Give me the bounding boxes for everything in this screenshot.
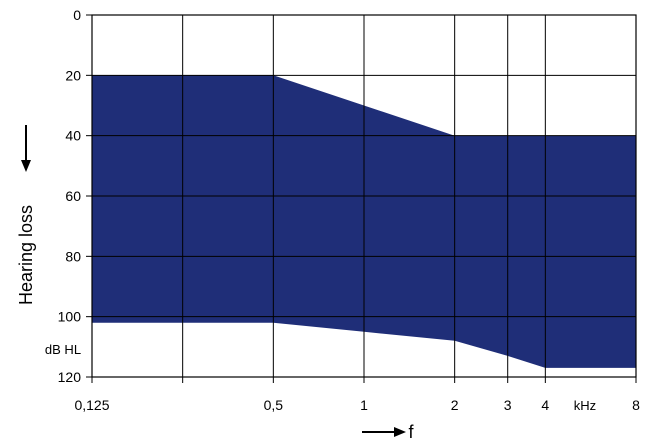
- y-tick-label: 60: [65, 188, 81, 204]
- y-axis-unit: dB HL: [45, 342, 81, 357]
- y-tick-label: 120: [58, 369, 82, 385]
- grid-layer: [92, 15, 636, 377]
- x-axis-unit: kHz: [574, 398, 596, 413]
- y-tick-label: 20: [65, 67, 81, 83]
- y-tick-label: 40: [65, 128, 81, 144]
- x-tick-label: 8: [632, 397, 640, 413]
- x-axis-title: f: [408, 422, 414, 441]
- label-layer: 0 20 40 60 80 100 120 0,125 0,5 1 2 3 4 8: [58, 7, 640, 413]
- y-tick-label: 80: [65, 248, 81, 264]
- y-tick-label: 0: [73, 7, 81, 23]
- x-tick-label: 0,125: [74, 397, 109, 413]
- x-axis-arrow: [362, 427, 406, 437]
- y-tick-label: 100: [58, 309, 82, 325]
- axis-layer: [86, 14, 637, 383]
- x-tick-label: 3: [504, 397, 512, 413]
- x-tick-label: 4: [541, 397, 549, 413]
- y-axis-title: Hearing loss: [16, 205, 36, 305]
- y-axis-arrow: [21, 125, 31, 172]
- x-tick-label: 2: [451, 397, 459, 413]
- x-tick-label: 1: [360, 397, 368, 413]
- x-tick-label: 0,5: [264, 397, 284, 413]
